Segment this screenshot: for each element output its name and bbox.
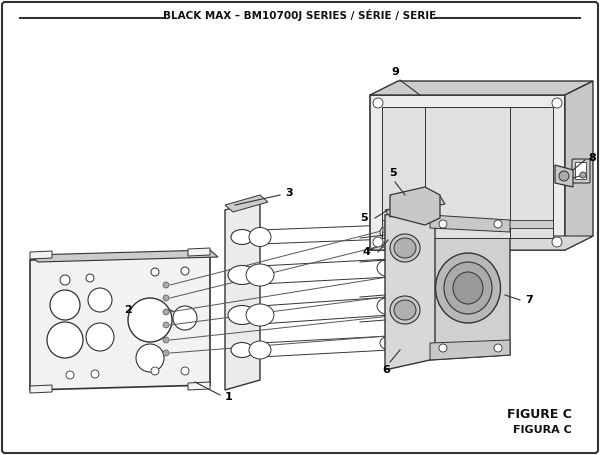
Text: 4: 4 <box>362 247 370 257</box>
Circle shape <box>373 237 383 247</box>
Circle shape <box>439 344 447 352</box>
Ellipse shape <box>249 228 271 247</box>
Circle shape <box>47 322 83 358</box>
Circle shape <box>91 370 99 378</box>
Circle shape <box>163 337 169 343</box>
Polygon shape <box>565 81 593 250</box>
Circle shape <box>163 350 169 356</box>
Circle shape <box>494 344 502 352</box>
Circle shape <box>397 292 403 298</box>
Circle shape <box>173 306 197 330</box>
Ellipse shape <box>246 264 274 286</box>
Polygon shape <box>30 251 52 259</box>
Ellipse shape <box>390 296 420 324</box>
Ellipse shape <box>394 238 416 258</box>
Ellipse shape <box>231 343 253 358</box>
Circle shape <box>50 290 80 320</box>
Circle shape <box>128 298 172 342</box>
Circle shape <box>88 288 112 312</box>
Text: 1: 1 <box>225 392 233 402</box>
Text: 5: 5 <box>389 168 397 178</box>
Ellipse shape <box>453 272 483 304</box>
Ellipse shape <box>444 262 492 314</box>
Circle shape <box>66 371 74 379</box>
Ellipse shape <box>231 229 253 244</box>
Circle shape <box>86 323 114 351</box>
Text: 9: 9 <box>391 67 399 77</box>
Text: 8: 8 <box>588 153 596 163</box>
Polygon shape <box>188 248 210 256</box>
Polygon shape <box>30 250 218 262</box>
Ellipse shape <box>380 224 400 239</box>
Text: BLACK MAX – BM10700J SERIES / SÉRIE / SERIE: BLACK MAX – BM10700J SERIES / SÉRIE / SE… <box>163 9 437 21</box>
Text: FIGURA C: FIGURA C <box>513 425 572 435</box>
Circle shape <box>181 367 189 375</box>
Circle shape <box>397 272 403 278</box>
Circle shape <box>382 242 388 248</box>
Circle shape <box>382 227 388 233</box>
Text: FIGURE C: FIGURE C <box>507 409 572 421</box>
Circle shape <box>439 220 447 228</box>
Polygon shape <box>390 196 445 213</box>
Polygon shape <box>370 236 593 250</box>
Text: 7: 7 <box>525 295 533 305</box>
Circle shape <box>181 267 189 275</box>
Text: 6: 6 <box>382 365 390 375</box>
Ellipse shape <box>377 259 403 277</box>
Polygon shape <box>370 95 565 250</box>
FancyBboxPatch shape <box>575 162 587 180</box>
Polygon shape <box>30 255 210 390</box>
Polygon shape <box>30 385 52 393</box>
Ellipse shape <box>380 336 400 350</box>
Circle shape <box>163 295 169 301</box>
Ellipse shape <box>436 253 500 323</box>
Circle shape <box>163 309 169 315</box>
Circle shape <box>60 275 70 285</box>
Circle shape <box>163 282 169 288</box>
Ellipse shape <box>228 305 256 324</box>
Circle shape <box>397 332 403 338</box>
Circle shape <box>397 312 403 318</box>
Circle shape <box>580 172 586 178</box>
Circle shape <box>151 367 159 375</box>
Polygon shape <box>385 205 435 370</box>
Circle shape <box>373 98 383 108</box>
Circle shape <box>151 268 159 276</box>
Ellipse shape <box>246 304 274 326</box>
Polygon shape <box>430 340 510 360</box>
Ellipse shape <box>377 297 403 315</box>
Ellipse shape <box>390 234 420 262</box>
Ellipse shape <box>394 300 416 320</box>
FancyBboxPatch shape <box>572 159 590 183</box>
Polygon shape <box>555 165 573 187</box>
Polygon shape <box>225 195 268 212</box>
Text: 3: 3 <box>285 188 293 198</box>
Polygon shape <box>188 382 210 390</box>
Circle shape <box>552 237 562 247</box>
Circle shape <box>86 274 94 282</box>
Text: 2: 2 <box>124 305 132 315</box>
Circle shape <box>494 220 502 228</box>
Ellipse shape <box>228 266 256 284</box>
Polygon shape <box>430 215 510 360</box>
Circle shape <box>163 322 169 328</box>
Circle shape <box>559 171 569 181</box>
Polygon shape <box>430 215 510 232</box>
Polygon shape <box>382 107 553 238</box>
Polygon shape <box>225 200 260 390</box>
Ellipse shape <box>249 341 271 359</box>
Circle shape <box>552 98 562 108</box>
Polygon shape <box>382 220 553 228</box>
Polygon shape <box>385 200 435 217</box>
Text: 5: 5 <box>361 213 368 223</box>
Polygon shape <box>370 81 593 95</box>
Polygon shape <box>390 187 440 225</box>
Circle shape <box>136 344 164 372</box>
